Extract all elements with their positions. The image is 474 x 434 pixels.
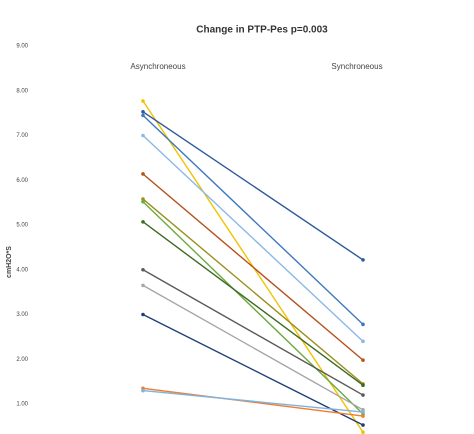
x-category-label: Synchroneous xyxy=(331,62,382,71)
point xyxy=(361,414,365,418)
series-line xyxy=(142,387,364,417)
x-category-label: Asynchroneous xyxy=(130,62,185,71)
point xyxy=(361,339,365,344)
y-tick-label: 8.00 xyxy=(16,88,28,94)
y-tick-label: 6.00 xyxy=(16,178,28,184)
series-line xyxy=(142,389,364,413)
series-line xyxy=(142,201,364,415)
point xyxy=(361,423,365,427)
point xyxy=(141,220,145,224)
point xyxy=(141,312,145,317)
point xyxy=(141,388,145,393)
point xyxy=(141,172,145,176)
series-line xyxy=(142,134,364,342)
point xyxy=(141,99,145,103)
point xyxy=(141,197,145,201)
series-line xyxy=(142,114,364,325)
y-tick-label: 3.00 xyxy=(16,312,28,318)
point xyxy=(141,283,145,288)
y-axis-label: cmH2O*S xyxy=(6,246,13,278)
y-tick-label: 9.00 xyxy=(16,44,28,50)
point xyxy=(361,358,365,362)
y-tick-label: 2.00 xyxy=(16,357,28,363)
series-line xyxy=(142,313,364,426)
point xyxy=(141,267,145,272)
point xyxy=(141,113,145,118)
chart-title: Change in PTP-Pes p=0.003 xyxy=(196,25,328,36)
y-tick-label: 1.00 xyxy=(16,402,28,408)
series-line xyxy=(142,173,364,361)
series-line xyxy=(142,198,364,385)
y-tick-label: 7.00 xyxy=(16,133,28,139)
y-tick-label: 4.00 xyxy=(16,267,28,273)
series-line xyxy=(142,284,364,411)
point xyxy=(141,109,145,114)
point xyxy=(361,430,365,434)
series-line xyxy=(142,111,364,261)
point xyxy=(361,258,365,262)
point xyxy=(141,133,145,138)
series-line xyxy=(142,221,364,386)
point xyxy=(141,199,145,204)
y-tick-label: 5.00 xyxy=(16,223,28,229)
point xyxy=(361,383,365,388)
point xyxy=(361,322,365,327)
point xyxy=(361,393,365,397)
point xyxy=(361,410,365,414)
series-line xyxy=(142,269,364,396)
